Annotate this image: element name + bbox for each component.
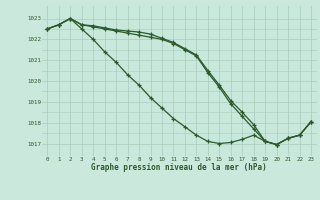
X-axis label: Graphe pression niveau de la mer (hPa): Graphe pression niveau de la mer (hPa) [91, 163, 267, 172]
